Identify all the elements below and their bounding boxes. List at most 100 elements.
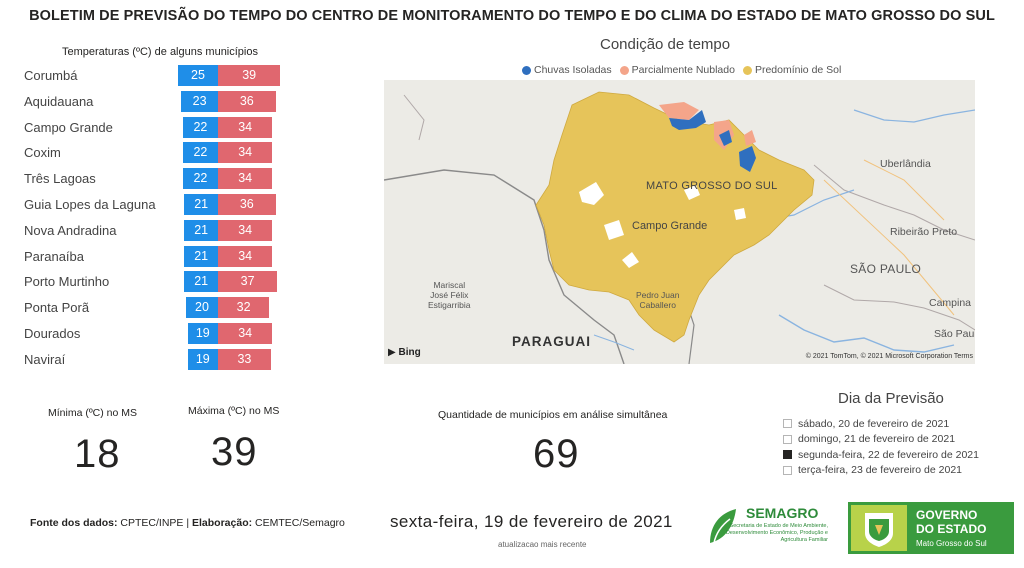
city-name: Paranaíba bbox=[24, 248, 84, 264]
temperature-row[interactable]: Guia Lopes da Laguna 21 36 bbox=[24, 192, 294, 218]
city-name: Ponta Porã bbox=[24, 300, 90, 316]
map-label-pedro-juan-1: Pedro Juan bbox=[636, 290, 680, 300]
checkbox-icon[interactable] bbox=[783, 434, 792, 444]
day-slicer: sábado, 20 de fevereiro de 2021 domingo,… bbox=[783, 416, 979, 478]
min-temp-bar[interactable]: 22 bbox=[182, 116, 218, 138]
max-temp-bar[interactable]: 39 bbox=[218, 65, 281, 86]
max-temp-bar[interactable]: 36 bbox=[218, 90, 276, 112]
day-option-label: domingo, 21 de fevereiro de 2021 bbox=[798, 433, 956, 446]
min-temp-bar[interactable]: 21 bbox=[184, 271, 218, 293]
city-name: Três Lagoas bbox=[24, 171, 96, 187]
legend-item-sol[interactable]: Predomínio de Sol bbox=[742, 64, 842, 76]
checkbox-checked-icon[interactable] bbox=[783, 450, 792, 460]
city-name: Dourados bbox=[24, 325, 81, 341]
semagro-logo: SEMAGRO Secretaria de Estado de Meio Amb… bbox=[706, 505, 828, 553]
semagro-name: SEMAGRO bbox=[746, 505, 819, 521]
kpi-count-value: 69 bbox=[533, 432, 580, 476]
page-title: BOLETIM DE PREVISÃO DO TEMPO DO CENTRO D… bbox=[29, 8, 995, 24]
source-label: Fonte dos dados: bbox=[30, 517, 118, 529]
city-name: Naviraí bbox=[24, 351, 66, 367]
temperature-row[interactable]: Ponta Porã 20 32 bbox=[24, 295, 294, 321]
city-name: Porto Murtinho bbox=[24, 274, 110, 290]
temperature-row[interactable]: Naviraí 19 33 bbox=[24, 347, 294, 373]
temperature-row[interactable]: Porto Murtinho 21 37 bbox=[24, 269, 294, 295]
temperature-row[interactable]: Dourados 19 34 bbox=[24, 321, 294, 347]
temperature-row[interactable]: Coxim 22 34 bbox=[24, 140, 294, 166]
government-logo: GOVERNO DO ESTADO Mato Grosso do Sul bbox=[848, 502, 1014, 554]
legend-item-nublado[interactable]: Parcialmente Nublado bbox=[619, 64, 735, 76]
max-temp-bar[interactable]: 34 bbox=[218, 245, 273, 267]
day-slicer-title: Dia da Previsão bbox=[838, 390, 944, 407]
min-temp-bar[interactable]: 21 bbox=[184, 193, 218, 215]
map-canvas bbox=[384, 80, 975, 364]
map-label-paraguai: PARAGUAI bbox=[512, 334, 592, 349]
min-temp-bar[interactable]: 20 bbox=[186, 297, 218, 319]
semagro-subtitle: Secretaria de Estado de Meio Ambiente, D… bbox=[725, 523, 828, 543]
day-option-selected[interactable]: segunda-feira, 22 de fevereiro de 2021 bbox=[783, 447, 979, 463]
max-temp-bar[interactable]: 34 bbox=[218, 116, 273, 138]
max-temp-bar[interactable]: 34 bbox=[218, 219, 273, 241]
map-title: Condição de tempo bbox=[600, 36, 731, 53]
min-temp-bar[interactable]: 22 bbox=[182, 142, 218, 164]
day-option[interactable]: sábado, 20 de fevereiro de 2021 bbox=[783, 416, 979, 432]
min-temp-bar[interactable]: 22 bbox=[182, 168, 218, 190]
max-temp-bar[interactable]: 32 bbox=[218, 297, 270, 319]
temperature-row[interactable]: Paranaíba 21 34 bbox=[24, 244, 294, 270]
map-label-campinas: Campina bbox=[929, 297, 972, 309]
day-option[interactable]: domingo, 21 de fevereiro de 2021 bbox=[783, 432, 979, 448]
bing-label: Bing bbox=[398, 347, 421, 358]
map-label-sao-paulo-state: SÃO PAULO bbox=[850, 262, 922, 276]
map-label-ribeirao: Ribeirão Preto bbox=[890, 226, 958, 238]
temperature-row[interactable]: Campo Grande 22 34 bbox=[24, 115, 294, 141]
max-temp-bar[interactable]: 34 bbox=[218, 168, 273, 190]
elab-value: CEMTEC/Semagro bbox=[255, 517, 345, 529]
kpi-max-label: Máxima (ºC) no MS bbox=[188, 405, 280, 417]
min-temp-bar[interactable]: 23 bbox=[181, 90, 218, 112]
min-temp-bar[interactable]: 19 bbox=[187, 322, 218, 344]
city-name: Coxim bbox=[24, 145, 61, 161]
temperature-row[interactable]: Aquidauana 23 36 bbox=[24, 89, 294, 115]
semagro-leaf-icon bbox=[710, 509, 736, 544]
max-temp-bar[interactable]: 36 bbox=[218, 193, 276, 215]
gov-line3: Mato Grosso do Sul bbox=[916, 539, 987, 548]
gov-line2: DO ESTADO bbox=[916, 522, 987, 536]
updated-note: atualizacao mais recente bbox=[498, 540, 587, 549]
temperature-row[interactable]: Corumbá 25 39 bbox=[24, 63, 294, 89]
gov-line1: GOVERNO bbox=[916, 508, 978, 522]
temperature-row[interactable]: Nova Andradina 21 34 bbox=[24, 218, 294, 244]
temperature-row[interactable]: Três Lagoas 22 34 bbox=[24, 166, 294, 192]
source-value: CPTEC/INPE | bbox=[120, 517, 190, 529]
state-crest-icon bbox=[851, 505, 907, 551]
weather-map[interactable]: MATO GROSSO DO SUL Campo Grande Uberlând… bbox=[384, 80, 975, 364]
city-name: Campo Grande bbox=[24, 119, 113, 135]
min-temp-bar[interactable]: 19 bbox=[187, 348, 218, 370]
max-temp-bar[interactable]: 37 bbox=[218, 271, 278, 293]
legend-label: Chuvas Isoladas bbox=[534, 64, 612, 76]
checkbox-icon[interactable] bbox=[783, 465, 792, 475]
map-label-state: MATO GROSSO DO SUL bbox=[646, 180, 778, 192]
city-name: Guia Lopes da Laguna bbox=[24, 196, 156, 212]
kpi-max-value: 39 bbox=[211, 430, 258, 474]
legend-label: Parcialmente Nublado bbox=[631, 64, 735, 76]
min-temp-bar[interactable]: 21 bbox=[184, 219, 218, 241]
max-temp-bar[interactable]: 33 bbox=[218, 348, 271, 370]
max-temp-bar[interactable]: 34 bbox=[218, 322, 273, 344]
map-label-mariscal: Mariscal José Félix Estigarribia bbox=[428, 280, 471, 310]
day-option-label: segunda-feira, 22 de fevereiro de 2021 bbox=[798, 448, 979, 461]
checkbox-icon[interactable] bbox=[783, 419, 792, 429]
map-label-pedro-juan-2: Caballero bbox=[639, 300, 676, 310]
min-temp-bar[interactable]: 25 bbox=[178, 65, 218, 86]
report-date: sexta-feira, 19 de fevereiro de 2021 bbox=[390, 512, 673, 531]
map-copyright[interactable]: © 2021 TomTom, © 2021 Microsoft Corporat… bbox=[805, 353, 973, 360]
min-temp-bar[interactable]: 21 bbox=[184, 245, 218, 267]
kpi-count-label: Quantidade de municípios em análise simu… bbox=[438, 409, 668, 421]
legend-label: Predomínio de Sol bbox=[754, 64, 842, 76]
legend-dot-icon bbox=[742, 65, 752, 75]
kpi-min-value: 18 bbox=[74, 432, 121, 476]
legend-item-chuvas[interactable]: Chuvas Isoladas bbox=[522, 64, 612, 76]
legend-dot-icon bbox=[522, 65, 531, 75]
map-label-sao-paulo: São Paulo bbox=[934, 328, 975, 340]
max-temp-bar[interactable]: 34 bbox=[218, 142, 273, 164]
day-option[interactable]: terça-feira, 23 de fevereiro de 2021 bbox=[783, 463, 979, 479]
city-name: Corumbá bbox=[24, 68, 78, 83]
